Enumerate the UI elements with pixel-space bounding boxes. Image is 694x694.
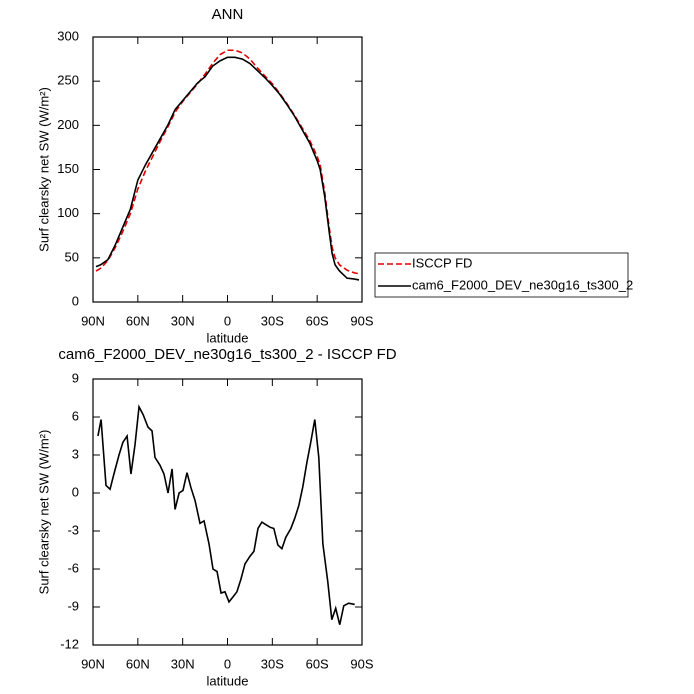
y-tick-label: 250: [57, 73, 79, 88]
x-tick-label: 30N: [171, 313, 195, 328]
y-tick-label: 0: [72, 484, 79, 499]
x-tick-label: 60S: [306, 656, 329, 671]
x-tick-label: 60N: [126, 656, 150, 671]
y-tick-label: 9: [72, 370, 79, 385]
y-axis-label: Surf clearsky net SW (W/m²): [36, 87, 51, 252]
x-tick-label: 60N: [126, 313, 150, 328]
x-tick-label: 0: [224, 313, 231, 328]
legend-label: cam6_F2000_DEV_ne30g16_ts300_2: [412, 277, 633, 292]
plot-frame: [92, 36, 363, 303]
x-tick-label: 90N: [81, 313, 105, 328]
plot-frame: [92, 378, 363, 646]
x-tick-label: 90S: [350, 313, 373, 328]
y-tick-label: -9: [67, 598, 79, 613]
y-tick-label: -12: [60, 636, 79, 651]
y-tick-label: 0: [72, 293, 79, 308]
y-tick-label: -3: [67, 522, 79, 537]
y-tick-label: 300: [57, 28, 79, 43]
x-tick-label: 60S: [306, 313, 329, 328]
x-tick-label: 90S: [350, 656, 373, 671]
series-line: [95, 56, 360, 281]
x-axis-label: latitude: [207, 330, 249, 345]
y-tick-label: 50: [65, 249, 79, 264]
x-tick-label: 0: [224, 656, 231, 671]
chart-title: ANN: [212, 6, 244, 23]
y-tick-label: 6: [72, 408, 79, 423]
x-tick-label: 30S: [261, 656, 284, 671]
y-tick-label: 100: [57, 205, 79, 220]
x-tick-label: 30S: [261, 313, 284, 328]
series-line: [95, 49, 360, 275]
y-tick-label: -6: [67, 560, 79, 575]
y-tick-label: 200: [57, 117, 79, 132]
series-line: [97, 404, 355, 625]
chart-title: cam6_F2000_DEV_ne30g16_ts300_2 - ISCCP F…: [58, 346, 396, 363]
legend-label: ISCCP FD: [412, 255, 472, 270]
x-tick-label: 90N: [81, 656, 105, 671]
y-axis-label: Surf clearsky net SW (W/m²): [36, 430, 51, 595]
x-axis-label: latitude: [207, 673, 249, 688]
x-tick-label: 30N: [171, 656, 195, 671]
legend-box: [374, 252, 629, 298]
y-tick-label: 150: [57, 161, 79, 176]
y-tick-label: 3: [72, 446, 79, 461]
